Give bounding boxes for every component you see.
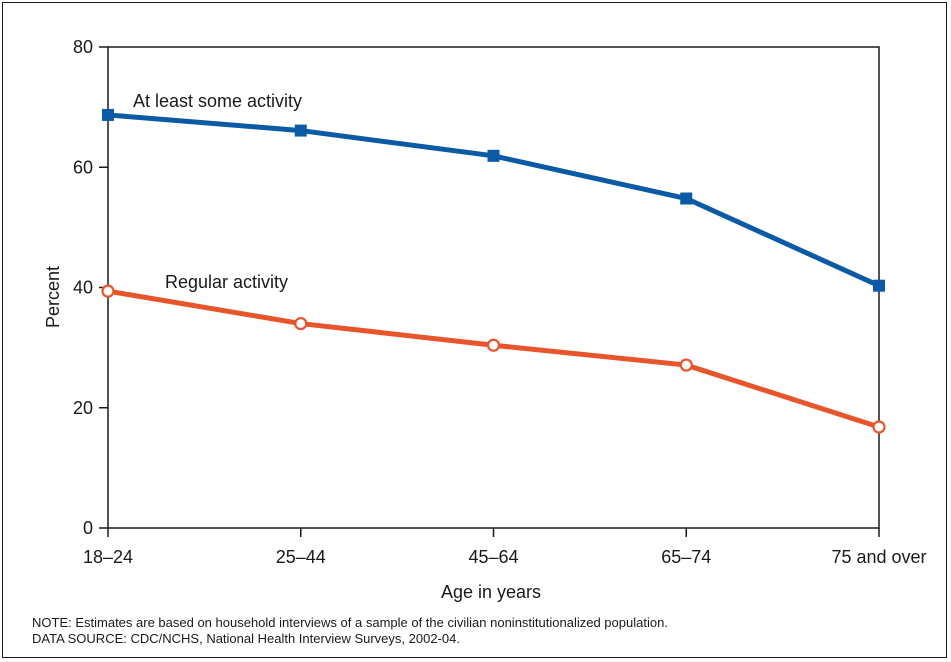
series-line-1 [105,288,882,430]
data-point-circle [486,338,501,352]
series-line-0 [105,112,882,289]
y-tick-label: 60 [73,157,93,177]
x-tick-label: 65–74 [661,547,711,567]
y-tick-label: 40 [73,278,93,298]
data-point-square [294,124,307,137]
data-point-square [102,108,114,121]
x-tick-label: 25–44 [276,547,326,567]
data-point-square [487,149,500,162]
x-tick-label: 18–24 [83,547,133,567]
x-axis-ticks: 18–24 25–44 45–64 65–74 75 and over [83,528,927,567]
x-axis-title: Age in years [441,582,541,602]
x-tick-label: 45–64 [468,547,518,567]
data-point-circle [679,358,693,372]
data-point-circle [872,420,886,434]
data-point-circle [294,316,308,331]
y-axis-title: Percent [43,266,63,328]
y-tick-label: 20 [73,398,93,418]
series-label-some-activity: At least some activity [133,91,302,111]
y-tick-label: 0 [83,518,93,538]
x-tick-label: 75 and over [831,547,926,567]
data-point-circle [101,284,115,298]
data-point-square [873,279,885,292]
y-tick-label: 80 [73,37,93,57]
series-group [101,108,886,434]
notes: NOTE: Estimates are based on household i… [32,615,932,647]
note-text: NOTE: Estimates are based on household i… [32,615,668,630]
series-label-regular-activity: Regular activity [165,272,288,292]
data-source-text: DATA SOURCE: CDC/NCHS, National Health I… [32,631,460,646]
y-axis-ticks: 0 20 40 60 80 [73,37,108,538]
data-point-square [680,192,693,205]
